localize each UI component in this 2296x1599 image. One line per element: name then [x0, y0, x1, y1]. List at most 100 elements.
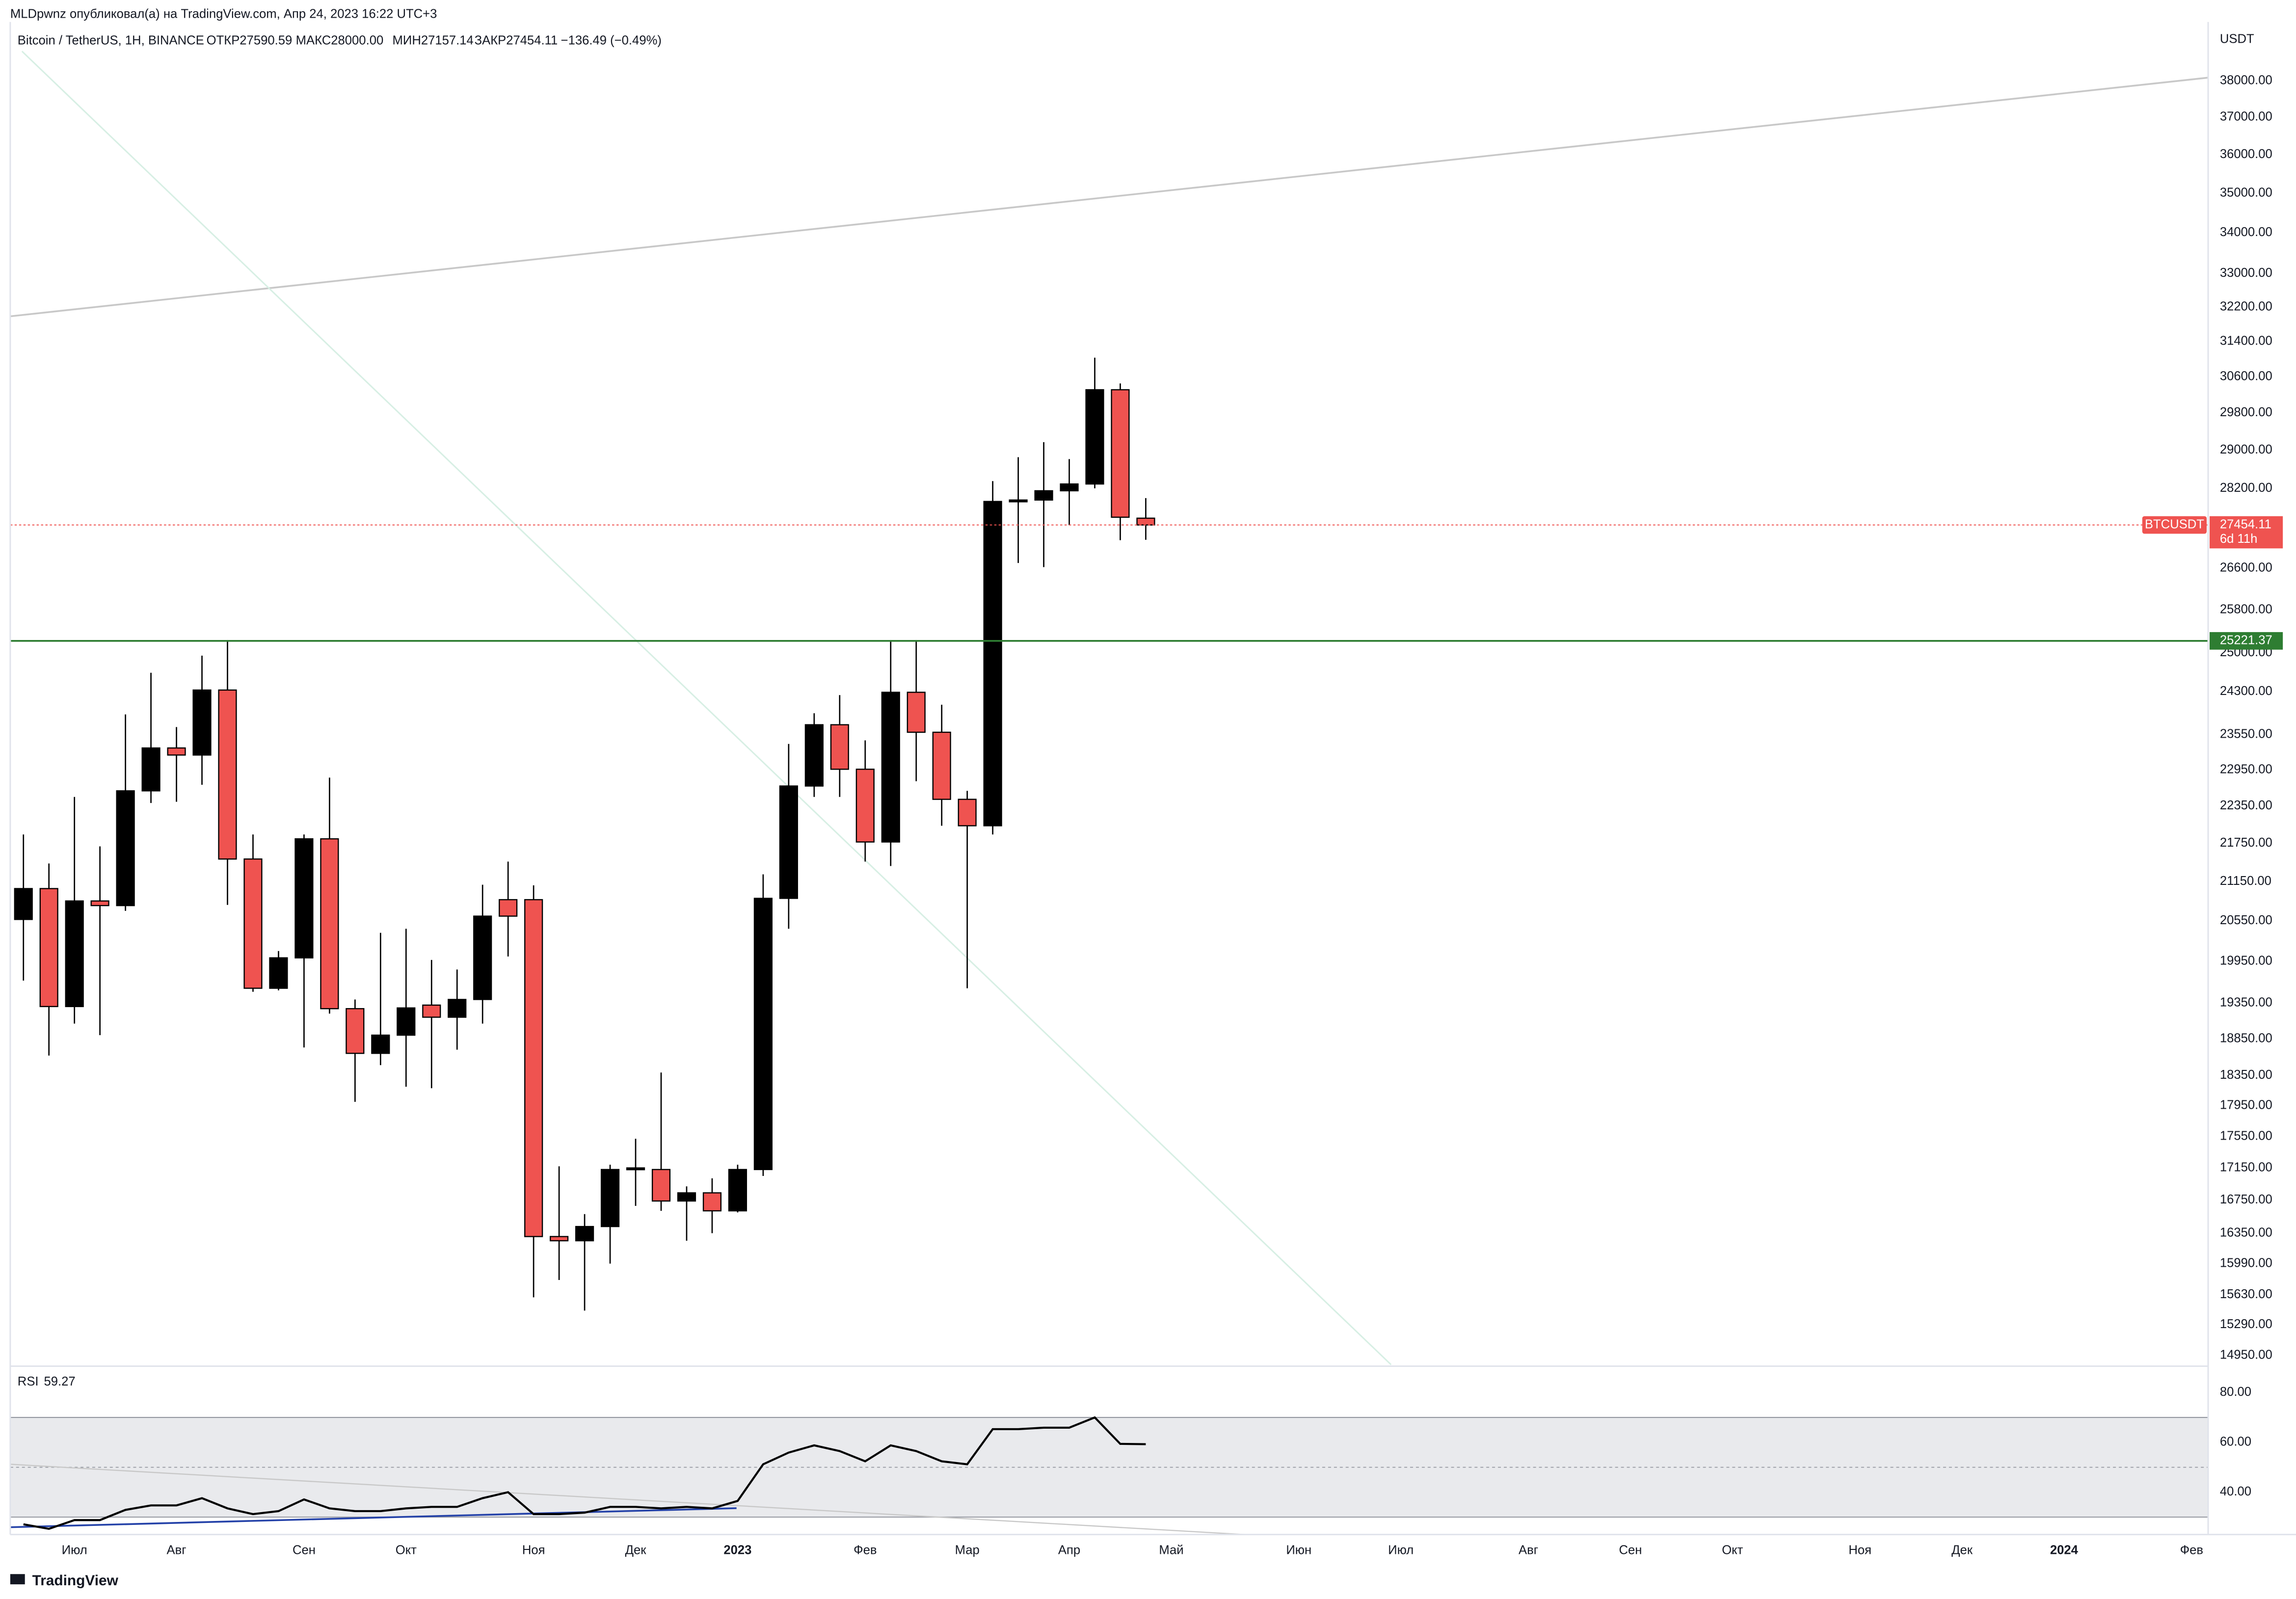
candle-body — [600, 1169, 620, 1227]
y-tick-label: 33000.00 — [2220, 266, 2272, 280]
logo-mark — [10, 1574, 25, 1585]
unit-label: USDT — [2220, 32, 2254, 46]
candle-body — [626, 1167, 645, 1171]
candle-body — [192, 689, 212, 756]
ohlc-open: ОТКР27590.59 — [207, 33, 293, 47]
candle-body — [524, 899, 543, 1237]
y-tick-label: 14950.00 — [2220, 1348, 2272, 1362]
rsi-band — [10, 1417, 2208, 1518]
publisher: MLDpwnz опубликовал(а) на TradingView.co… — [10, 7, 437, 21]
y-tick-label: 40.00 — [2220, 1485, 2251, 1498]
y-tick-label: 29000.00 — [2220, 443, 2272, 456]
y-tick-label: 22950.00 — [2220, 762, 2272, 776]
candle-body — [346, 1008, 365, 1054]
candle-body — [804, 724, 824, 787]
y-tick-label: 24300.00 — [2220, 684, 2272, 698]
x-tick-label: Ноя — [522, 1543, 545, 1557]
rsi-title: RSI — [18, 1375, 39, 1388]
y-tick-label: 21750.00 — [2220, 836, 2272, 850]
y-tick-label: 37000.00 — [2220, 110, 2272, 124]
candle-body — [779, 785, 798, 899]
candle-body — [294, 838, 314, 959]
x-tick-label: Авг — [1519, 1543, 1538, 1557]
y-tick-label: 29800.00 — [2220, 405, 2272, 419]
y-tick-label: 20550.00 — [2220, 913, 2272, 927]
candle-body — [932, 731, 951, 800]
y-tick-label: 35000.00 — [2220, 186, 2272, 199]
y-tick-label: 18850.00 — [2220, 1031, 2272, 1045]
candle-body — [167, 747, 186, 756]
x-tick-label: 2024 — [2050, 1543, 2079, 1557]
y-tick-label: 15630.00 — [2220, 1287, 2272, 1301]
candle-body — [1085, 389, 1104, 485]
candle-body — [1034, 490, 1053, 501]
candle-body — [1136, 517, 1155, 526]
y-tick-label: 22350.00 — [2220, 799, 2272, 812]
countdown-label: 6d 11h — [2220, 532, 2258, 546]
rsi-line — [23, 1416, 1146, 1530]
symbol-tag: BTCUSDT — [2145, 517, 2204, 531]
y-tick-label: 30600.00 — [2220, 369, 2272, 383]
candle-body — [243, 858, 263, 989]
y-tick-label: 16750.00 — [2220, 1193, 2272, 1206]
candle-body — [397, 1007, 416, 1036]
candle-body — [422, 1004, 441, 1018]
logo: TradingView — [10, 1572, 119, 1589]
candle-body — [1111, 389, 1130, 518]
candle-body — [907, 692, 926, 733]
y-tick-label: 36000.00 — [2220, 147, 2272, 161]
y-tick-label: 17950.00 — [2220, 1098, 2272, 1112]
x-tick-label: Дек — [1951, 1543, 1973, 1557]
x-tick-label: Июл — [62, 1543, 87, 1557]
candle-body — [14, 888, 33, 920]
y-tick-label: 32200.00 — [2220, 299, 2272, 313]
y-tick-label: 28200.00 — [2220, 481, 2272, 495]
y-tick-label: 21150.00 — [2220, 874, 2271, 888]
x-tick-label: Окт — [396, 1543, 417, 1557]
ohlc-high: МАКС28000.00 — [296, 33, 384, 47]
rsi-drawing — [10, 1464, 1245, 1535]
symbol-tag-box — [2142, 516, 2207, 534]
x-tick-label: Сен — [1619, 1543, 1642, 1557]
y-tick-label: 31400.00 — [2220, 334, 2272, 348]
symbol-title: Bitcoin / TetherUS, 1H, BINANCE — [18, 33, 204, 47]
y-tick-label: 16350.00 — [2220, 1226, 2272, 1239]
candle-body — [448, 999, 467, 1018]
x-tick-label: Мар — [955, 1543, 980, 1557]
candle-body — [320, 838, 339, 1010]
y-tick-label: 19350.00 — [2220, 995, 2272, 1009]
x-tick-label: Май — [1159, 1543, 1183, 1557]
y-tick-label: 60.00 — [2220, 1435, 2251, 1449]
y-tick-label: 15290.00 — [2220, 1317, 2272, 1331]
x-tick-label: Авг — [167, 1543, 187, 1557]
candle-body — [218, 689, 237, 860]
candle-body — [1060, 483, 1079, 492]
candle-body — [575, 1226, 594, 1242]
y-tick-label: 19950.00 — [2220, 954, 2272, 967]
candle-body — [371, 1034, 390, 1054]
x-tick-label: Апр — [1058, 1543, 1080, 1557]
x-tick-label: Ноя — [1848, 1543, 1871, 1557]
y-tick-label: 18350.00 — [2220, 1068, 2272, 1082]
y-tick-label: 15990.00 — [2220, 1256, 2272, 1270]
candle-body — [1009, 499, 1028, 503]
rsi-trend-line — [10, 1507, 737, 1528]
footer: TradingView — [32, 1572, 119, 1589]
ohlc-change: −136.49 (−0.49%) — [561, 33, 662, 47]
candle-body — [39, 888, 58, 1008]
x-tick-label: Июн — [1286, 1543, 1311, 1557]
candle-body — [855, 769, 875, 843]
rsi-pane — [10, 1416, 2208, 1535]
candle-body — [473, 915, 492, 1000]
candle-body — [90, 900, 109, 906]
x-tick-label: Окт — [1722, 1543, 1743, 1557]
candle-body — [499, 899, 518, 917]
level-label: 25221.37 — [2220, 634, 2272, 647]
y-tick-label: 25800.00 — [2220, 602, 2272, 616]
candle-body — [269, 957, 288, 989]
x-tick-label: 2023 — [723, 1543, 751, 1557]
y-tick-label: 26600.00 — [2220, 560, 2272, 574]
